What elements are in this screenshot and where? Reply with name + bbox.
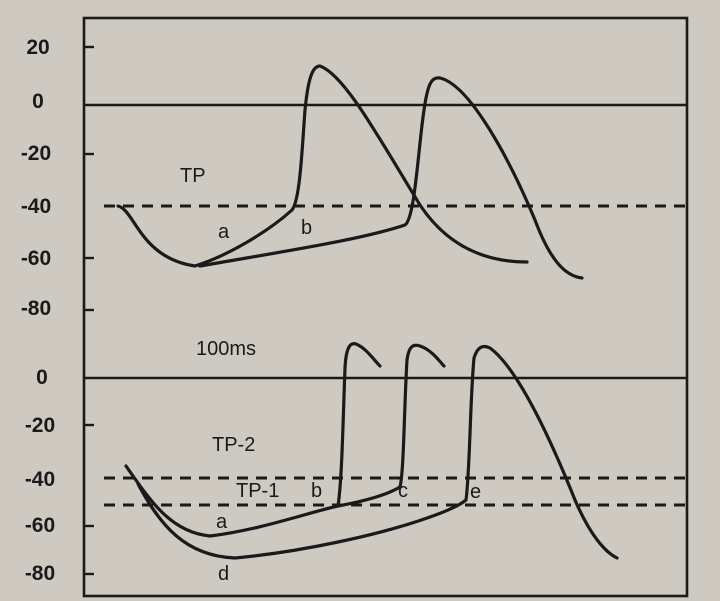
bottom-label-a: a [216,511,228,533]
bottom-tick-0: 0 [36,366,48,389]
diagram-frame [82,16,689,598]
bottom-tick-minus40: -40 [25,468,55,491]
bottom-curve-d [136,344,619,560]
top-tick-minus20: -20 [21,142,51,165]
bottom-curve-a [124,342,382,538]
top-curve-b [198,76,584,280]
top-tick-0: 0 [32,90,44,113]
bottom-panel: 100ms 0 -20 -40 -60 -80 TP-2 TP-1 [25,338,687,585]
top-curve-a [116,64,529,268]
top-tick-minus40: -40 [21,195,51,218]
top-tick-20: 20 [26,36,49,59]
bottom-label-e: e [470,481,481,503]
scale-label-100ms: 100ms [196,338,256,360]
top-label-tp: TP [180,165,206,187]
bottom-label-b: b [311,480,322,502]
bottom-label-d: d [218,563,229,585]
bottom-label-tp2: TP-2 [212,434,255,456]
top-tick-minus80: -80 [21,297,51,320]
bottom-curve-c [336,343,446,508]
bottom-tick-minus80: -80 [25,562,55,585]
bottom-tick-minus60: -60 [25,514,55,537]
top-label-a: a [218,221,230,243]
top-panel: 20 0 -20 -40 -60 -80 TP a b [21,36,687,320]
top-label-b: b [301,217,312,239]
bottom-tick-minus20: -20 [25,414,55,437]
bottom-label-tp1: TP-1 [236,480,279,502]
top-tick-minus60: -60 [21,247,51,270]
bottom-label-c: c [398,480,408,502]
